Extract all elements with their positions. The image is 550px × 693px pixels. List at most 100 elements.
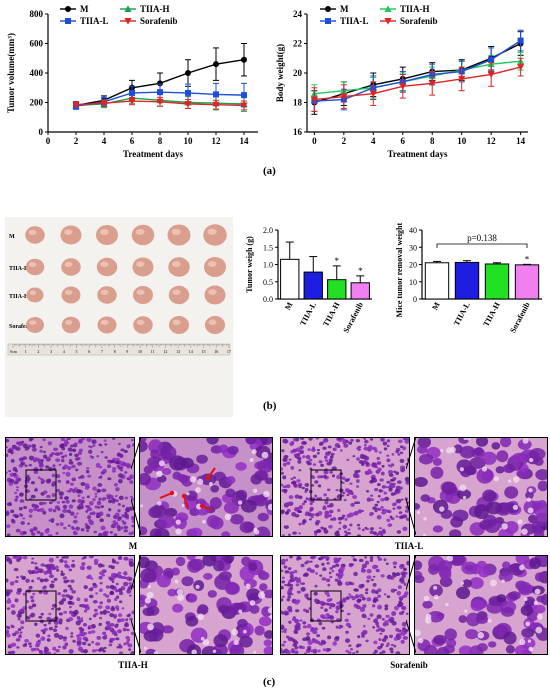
cell-nucleus	[288, 533, 291, 536]
cell-nucleus	[324, 602, 329, 606]
panel-label-a: (a)	[263, 165, 276, 177]
cell-nucleus	[20, 461, 26, 466]
cell-nucleus	[293, 453, 299, 457]
significance-mark: *	[525, 254, 530, 264]
cell-nucleus	[394, 605, 399, 611]
cell-nucleus	[31, 447, 37, 452]
cell-nucleus	[444, 628, 457, 641]
cell-nucleus	[537, 480, 547, 492]
cell-nucleus	[117, 503, 121, 506]
cell-nucleus	[44, 651, 48, 654]
cell-nucleus	[369, 513, 373, 517]
cell-nucleus	[218, 444, 229, 454]
cell-nucleus	[71, 499, 76, 503]
histology-zoom-m	[139, 437, 273, 537]
cell-nucleus	[37, 639, 41, 642]
cell-nucleus	[398, 511, 403, 515]
cell-nucleus	[361, 563, 367, 569]
cell-nucleus	[315, 519, 321, 524]
cell-nucleus	[341, 598, 347, 603]
cell-nucleus	[117, 518, 121, 522]
cell-nucleus	[83, 585, 88, 590]
cell-nucleus	[81, 562, 86, 566]
cell-nucleus	[15, 469, 18, 473]
cell-nucleus	[400, 563, 405, 568]
cell-nucleus	[129, 562, 134, 568]
cell-nucleus	[415, 575, 425, 584]
cell-nucleus	[389, 634, 393, 638]
cell-nucleus	[72, 448, 77, 453]
cell-nucleus	[213, 560, 225, 572]
cell-nucleus	[503, 631, 517, 645]
cell-nucleus	[39, 462, 44, 467]
cell-nucleus	[366, 497, 372, 502]
cell-nucleus	[335, 563, 340, 568]
cell-nucleus	[356, 534, 361, 536]
cell-nucleus	[377, 557, 383, 561]
cell-nucleus	[401, 574, 406, 578]
cell-nucleus	[21, 440, 25, 444]
cell-nucleus	[87, 505, 91, 508]
cell-nucleus	[349, 482, 353, 485]
cytoplasm-spot	[243, 629, 247, 634]
cell-nucleus	[332, 447, 337, 451]
cell-nucleus	[317, 484, 322, 488]
cytoplasm-spot	[493, 476, 500, 482]
cell-nucleus	[109, 530, 113, 534]
cell-nucleus	[432, 525, 444, 533]
cytoplasm-spot	[534, 588, 541, 595]
cell-nucleus	[69, 605, 72, 609]
tumor-sample	[61, 316, 81, 334]
cell-nucleus	[65, 471, 71, 477]
legend-marker	[384, 18, 392, 25]
cell-nucleus	[45, 465, 50, 469]
cell-nucleus	[92, 498, 96, 502]
cell-nucleus	[363, 455, 370, 461]
cell-nucleus	[22, 443, 28, 449]
cell-nucleus	[17, 587, 22, 593]
cell-nucleus	[40, 563, 45, 567]
cell-nucleus	[33, 526, 38, 531]
cell-nucleus	[76, 616, 81, 620]
y-tick-label: 600	[30, 39, 44, 49]
cell-nucleus	[30, 494, 36, 499]
series-tiia-l	[311, 29, 524, 112]
cell-nucleus	[126, 444, 131, 449]
cell-nucleus	[281, 630, 285, 633]
cell-nucleus	[465, 629, 479, 640]
ruler-number: 14	[189, 349, 193, 354]
cell-nucleus	[312, 454, 317, 458]
cytoplasm-spot	[424, 617, 432, 624]
tumor-sample	[132, 257, 154, 277]
cell-nucleus	[325, 613, 330, 617]
legend-marker	[65, 6, 71, 12]
cell-nucleus	[78, 451, 82, 455]
cell-nucleus	[51, 607, 55, 610]
cytoplasm-spot	[501, 523, 508, 530]
cell-nucleus	[355, 650, 359, 654]
cell-nucleus	[317, 475, 322, 479]
cell-nucleus	[357, 635, 361, 639]
cell-nucleus	[397, 487, 401, 490]
cell-nucleus	[344, 638, 351, 643]
cell-nucleus	[60, 438, 65, 442]
cell-nucleus	[98, 511, 104, 517]
cell-nucleus	[45, 479, 51, 484]
cytoplasm-spot	[253, 650, 257, 654]
cell-nucleus	[90, 629, 96, 634]
cell-nucleus	[328, 458, 333, 463]
cell-nucleus	[102, 649, 106, 653]
cell-nucleus	[40, 612, 44, 616]
cell-nucleus	[287, 595, 292, 599]
cell-nucleus	[331, 569, 335, 573]
cell-nucleus	[110, 565, 115, 570]
cell-nucleus	[58, 612, 63, 616]
cell-nucleus	[31, 532, 36, 536]
cell-nucleus	[429, 584, 443, 597]
cell-nucleus	[116, 619, 122, 623]
cell-nucleus	[102, 468, 107, 474]
cell-nucleus	[296, 479, 301, 483]
cell-nucleus	[380, 574, 385, 578]
cell-nucleus	[381, 617, 385, 621]
cell-nucleus	[318, 557, 322, 561]
